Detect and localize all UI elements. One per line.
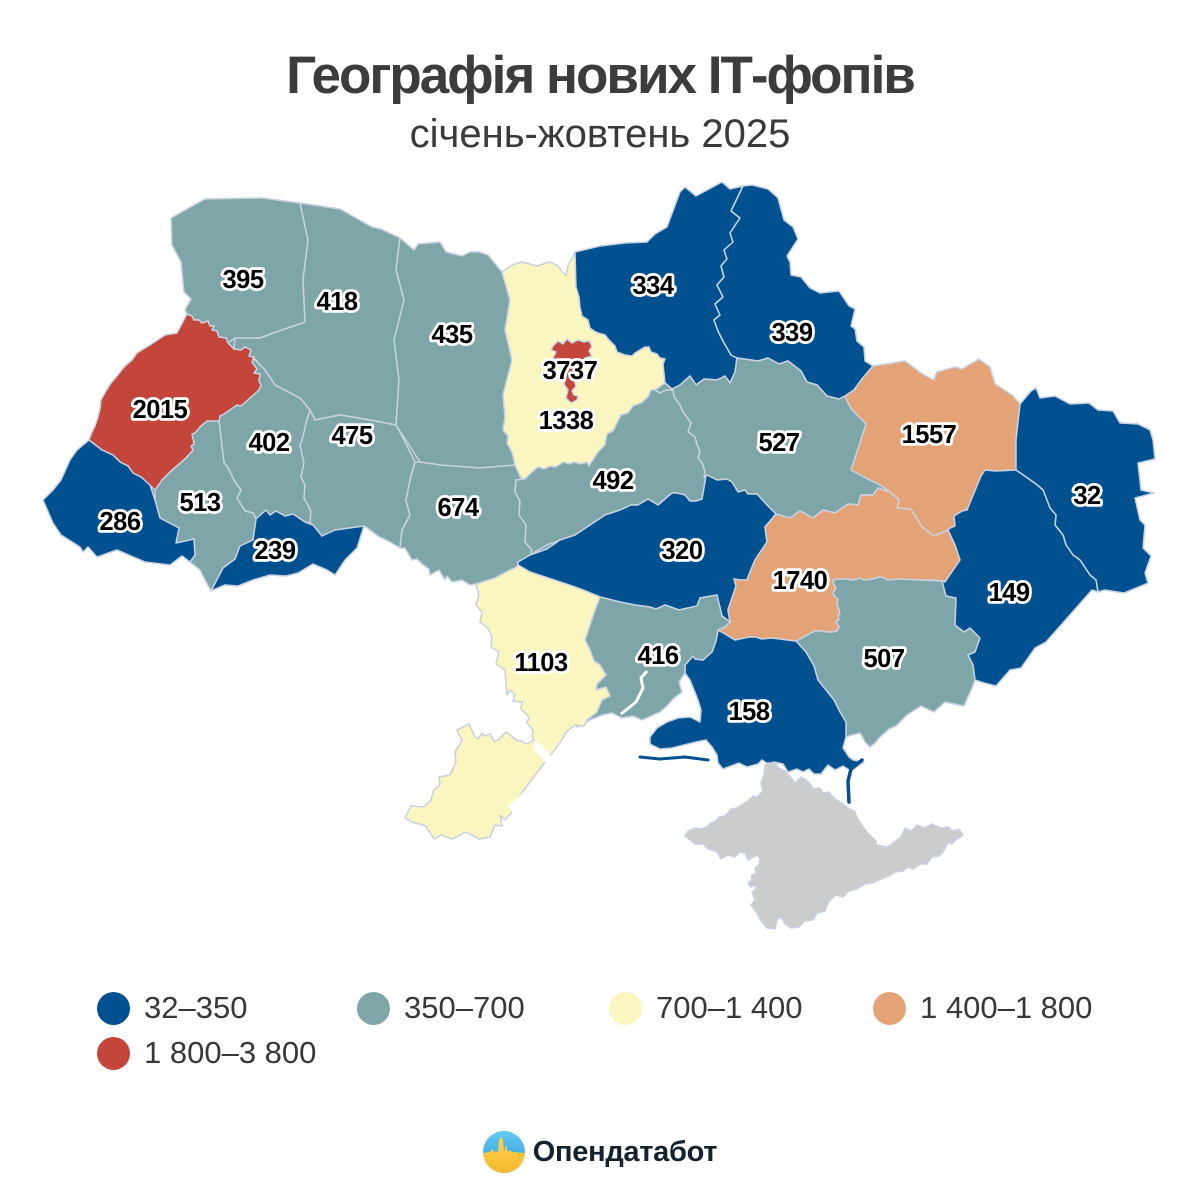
svg-text:1103: 1103 (514, 649, 568, 677)
svg-text:32: 32 (1073, 482, 1101, 510)
svg-text:416: 416 (637, 642, 678, 670)
svg-text:418: 418 (316, 288, 357, 316)
svg-text:149: 149 (988, 579, 1029, 607)
svg-text:527: 527 (758, 429, 799, 457)
svg-text:158: 158 (728, 698, 769, 726)
svg-text:435: 435 (431, 321, 472, 349)
svg-text:1740: 1740 (773, 567, 828, 595)
svg-text:1338: 1338 (539, 407, 594, 435)
svg-text:475: 475 (331, 422, 372, 450)
svg-text:320: 320 (661, 537, 702, 565)
svg-text:339: 339 (771, 319, 812, 347)
svg-text:402: 402 (248, 429, 289, 457)
svg-text:395: 395 (222, 266, 263, 294)
svg-text:507: 507 (863, 645, 904, 673)
svg-text:239: 239 (254, 537, 295, 565)
svg-text:2015: 2015 (133, 396, 188, 424)
svg-text:674: 674 (437, 494, 479, 522)
svg-text:492: 492 (592, 467, 633, 495)
svg-text:334: 334 (632, 272, 674, 300)
svg-text:3737: 3737 (543, 357, 598, 385)
svg-text:1557: 1557 (902, 421, 957, 449)
svg-text:513: 513 (179, 489, 220, 517)
svg-text:286: 286 (99, 508, 140, 536)
